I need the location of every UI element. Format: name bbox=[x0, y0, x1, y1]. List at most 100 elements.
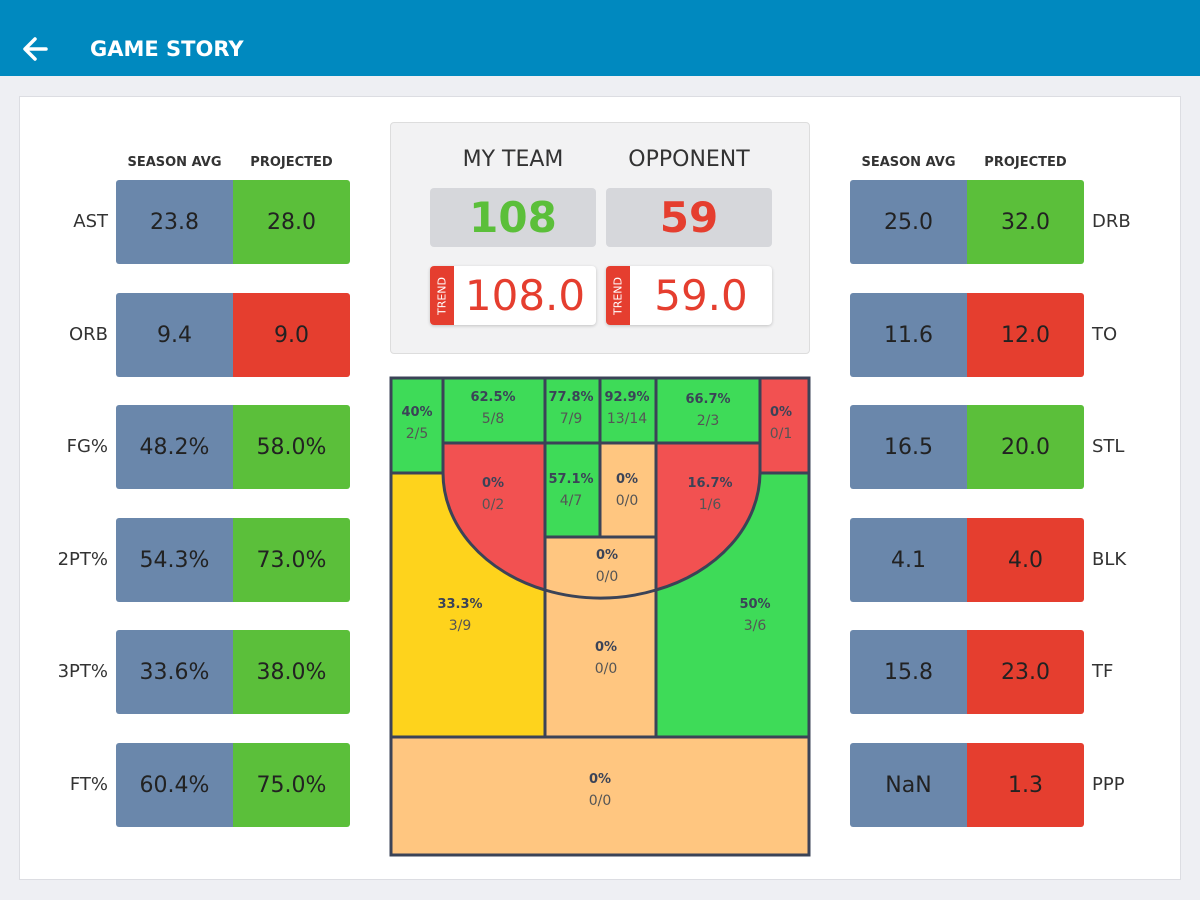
season-avg-value: 4.1 bbox=[850, 518, 967, 602]
zone-paint-mid-left[interactable]: 57.1% 4/7 bbox=[543, 441, 602, 539]
season-avg-value: 60.4% bbox=[116, 743, 233, 827]
projected-value: 23.0 bbox=[967, 630, 1084, 714]
season-avg-value: 9.4 bbox=[116, 293, 233, 377]
zone-made: 0/0 bbox=[616, 493, 639, 509]
zone-made: 3/9 bbox=[449, 618, 472, 634]
stat-row-to: 11.6 12.0 bbox=[850, 293, 1084, 377]
zone-right-top-mid[interactable]: 66.7% 2/3 bbox=[654, 376, 762, 445]
season-avg-value: 15.8 bbox=[850, 630, 967, 714]
zone-paint-top-right[interactable]: 92.9% 13/14 bbox=[598, 376, 658, 445]
zone-pct: 40% bbox=[401, 405, 432, 420]
zone-right-corner-3[interactable]: 0%0/1 bbox=[758, 376, 811, 475]
zone-shape bbox=[441, 441, 547, 593]
zone-made: 3/6 bbox=[744, 618, 767, 634]
stat-label-3pt-pct: 3PT% bbox=[57, 661, 108, 682]
zone-made: 4/7 bbox=[560, 493, 583, 509]
stat-label-tf: TF bbox=[1092, 661, 1114, 682]
zone-made: 0/0 bbox=[589, 793, 612, 809]
zone-right-mid-range[interactable]: 16.7% 1/6 bbox=[654, 441, 762, 592]
stat-row-ft-pct: 60.4% 75.0% bbox=[116, 743, 350, 827]
stat-row-orb: 9.4 9.0 bbox=[116, 293, 350, 377]
stat-label-drb: DRB bbox=[1092, 211, 1131, 232]
scoreboard: MY TEAM OPPONENT 108 59 TREND 108.0 TREN… bbox=[390, 122, 810, 354]
right-projected-header: PROJECTED bbox=[984, 155, 1067, 170]
season-avg-value: 11.6 bbox=[850, 293, 967, 377]
season-avg-value: 25.0 bbox=[850, 180, 967, 264]
zone-free-throw[interactable]: 0%0/0 bbox=[543, 535, 658, 600]
zone-made: 0/1 bbox=[770, 426, 793, 442]
my-team-label: MY TEAM bbox=[462, 147, 564, 172]
zone-pct: 92.9% bbox=[604, 390, 649, 405]
season-avg-value: 48.2% bbox=[116, 405, 233, 489]
projected-value: 1.3 bbox=[967, 743, 1084, 827]
back-button[interactable] bbox=[20, 32, 50, 66]
zone-left-mid-range[interactable]: 0%0/2 bbox=[441, 441, 547, 593]
zone-made: 1/6 bbox=[699, 497, 722, 513]
projected-value: 12.0 bbox=[967, 293, 1084, 377]
projected-value: 58.0% bbox=[233, 405, 350, 489]
stat-row-ast: 23.8 28.0 bbox=[116, 180, 350, 264]
zone-pct: 0% bbox=[770, 405, 792, 420]
my-team-score: 108 bbox=[430, 188, 596, 247]
zone-made: 0/2 bbox=[482, 497, 505, 513]
trend-tag: TREND bbox=[430, 266, 454, 325]
season-avg-value: 23.8 bbox=[116, 180, 233, 264]
stat-label-fg-pct: FG% bbox=[66, 436, 108, 457]
stat-row-blk: 4.1 4.0 bbox=[850, 518, 1084, 602]
zone-pct: 57.1% bbox=[548, 472, 593, 487]
zone-pct: 33.3% bbox=[437, 597, 482, 612]
zone-paint-mid-right[interactable]: 0%0/0 bbox=[598, 441, 658, 539]
stat-label-to: TO bbox=[1092, 324, 1118, 345]
zone-pct: 0% bbox=[589, 772, 611, 787]
zone-left-top-mid[interactable]: 62.5% 5/8 bbox=[441, 376, 547, 445]
zone-made: 7/9 bbox=[560, 411, 583, 427]
projected-value: 4.0 bbox=[967, 518, 1084, 602]
app-header: GAME STORY bbox=[0, 0, 1200, 76]
projected-value: 28.0 bbox=[233, 180, 350, 264]
zone-made: 0/0 bbox=[595, 661, 618, 677]
zone-paint-top-left[interactable]: 77.8% 7/9 bbox=[543, 376, 602, 445]
projected-value: 32.0 bbox=[967, 180, 1084, 264]
projected-value: 9.0 bbox=[233, 293, 350, 377]
court-border bbox=[389, 376, 811, 857]
projected-value: 73.0% bbox=[233, 518, 350, 602]
zone-pct: 77.8% bbox=[548, 390, 593, 405]
zone-pct: 0% bbox=[595, 640, 617, 655]
zone-backcourt[interactable]: 0%0/0 bbox=[389, 735, 811, 857]
zone-shape bbox=[543, 535, 658, 600]
right-season-avg-header: SEASON AVG bbox=[861, 155, 956, 170]
left-season-avg-header: SEASON AVG bbox=[127, 155, 222, 170]
stat-row-3pt-pct: 33.6% 38.0% bbox=[116, 630, 350, 714]
zone-pct: 16.7% bbox=[687, 476, 732, 491]
zone-made: 2/3 bbox=[697, 413, 720, 429]
arrow-left-icon bbox=[23, 37, 48, 61]
my-team-trend-value: 108.0 bbox=[464, 271, 586, 320]
zone-pct: 0% bbox=[482, 476, 504, 491]
stat-row-fg-pct: 48.2% 58.0% bbox=[116, 405, 350, 489]
zone-made: 13/14 bbox=[607, 411, 647, 427]
stat-label-2pt-pct: 2PT% bbox=[57, 549, 108, 570]
stat-label-ft-pct: FT% bbox=[69, 774, 108, 795]
stat-label-orb: ORB bbox=[68, 324, 108, 345]
zone-shape bbox=[598, 441, 658, 539]
stat-row-stl: 16.5 20.0 bbox=[850, 405, 1084, 489]
zone-made: 2/5 bbox=[406, 426, 429, 442]
left-projected-header: PROJECTED bbox=[250, 155, 333, 170]
stat-row-drb: 25.0 32.0 bbox=[850, 180, 1084, 264]
my-team-trend: TREND 108.0 bbox=[430, 266, 596, 325]
trend-tag: TREND bbox=[606, 266, 630, 325]
opponent-score: 59 bbox=[606, 188, 772, 247]
projected-value: 38.0% bbox=[233, 630, 350, 714]
zone-pct: 66.7% bbox=[685, 392, 730, 407]
stat-row-ppp: NaN 1.3 bbox=[850, 743, 1084, 827]
opponent-trend: TREND 59.0 bbox=[606, 266, 772, 325]
zone-pct: 0% bbox=[616, 472, 638, 487]
zone-left-corner-3[interactable]: 40%2/5 bbox=[389, 376, 445, 475]
zone-shape bbox=[654, 441, 762, 592]
stat-label-ppp: PPP bbox=[1092, 774, 1125, 795]
season-avg-value: NaN bbox=[850, 743, 967, 827]
zone-pct: 62.5% bbox=[470, 390, 515, 405]
zone-pct: 0% bbox=[596, 548, 618, 563]
zone-made: 0/0 bbox=[596, 569, 619, 585]
